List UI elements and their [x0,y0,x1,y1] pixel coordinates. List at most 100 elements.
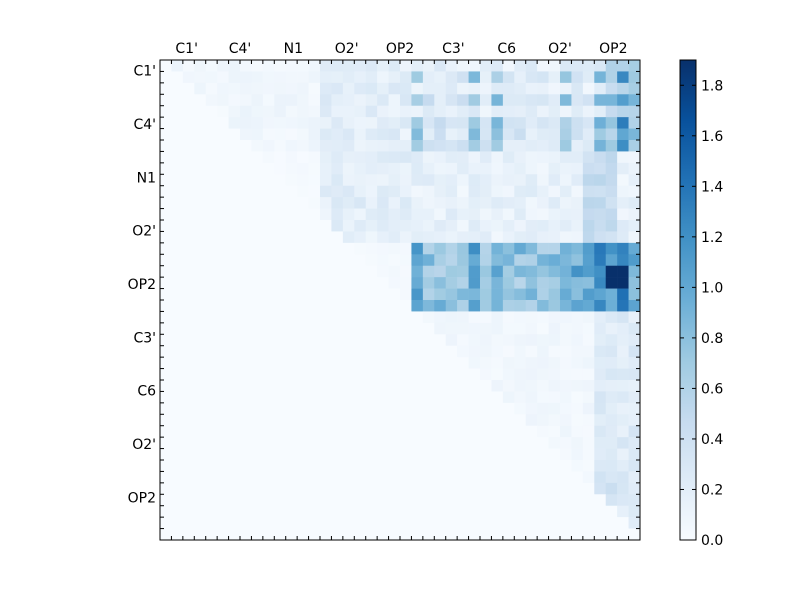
heatmap-cell [240,151,252,164]
heatmap-cell [182,300,195,312]
heatmap-cell [628,402,641,415]
heatmap-cell [365,288,378,301]
heatmap-cell [422,482,435,495]
heatmap-cell [491,208,504,221]
heatmap-cell [274,231,287,244]
heatmap-cell [182,220,195,232]
heatmap-cell [582,254,595,267]
heatmap-cell [365,414,378,427]
heatmap-cell [240,402,252,415]
heatmap-cell [548,117,561,129]
heatmap-cell [217,242,229,255]
heatmap-cell [251,494,264,507]
heatmap-cell [228,71,241,84]
heatmap-cell [308,265,321,278]
heatmap-cell [377,517,389,529]
heatmap-cell [160,242,172,255]
heatmap-cell [342,105,355,118]
heatmap-cell [548,242,561,255]
heatmap-cell [240,448,252,461]
heatmap-cell [502,82,515,95]
heatmap-cell [160,482,172,495]
heatmap-cell [582,105,595,118]
heatmap-cell [537,311,549,324]
heatmap-cell [320,300,332,312]
heatmap-cell [605,482,618,495]
heatmap-cell [171,334,184,347]
heatmap-cell [331,82,344,95]
heatmap-cell [434,517,447,529]
heatmap-cell [160,528,172,541]
heatmap-cell [457,140,469,152]
heatmap-cell [617,162,629,175]
heatmap-cell [388,151,401,164]
heatmap-cell [297,197,309,209]
heatmap-cell [582,60,595,72]
heatmap-cell [320,505,332,518]
heatmap-cell [228,151,241,164]
heatmap-cell [537,425,549,438]
heatmap-cell [571,391,584,404]
heatmap-cell [354,151,367,164]
colorbar-tick-label: 1.4 [701,179,723,195]
y-tick-label: O2' [132,437,156,453]
heatmap-cell [308,105,321,118]
heatmap-cell [457,322,469,335]
heatmap-cell [480,357,492,369]
heatmap-cell [628,197,641,209]
heatmap-cell [537,528,549,541]
heatmap-cell [377,162,389,175]
heatmap-cell [182,208,195,221]
heatmap-cell [434,162,447,175]
heatmap-cell [548,334,561,347]
heatmap-cell [240,528,252,541]
heatmap-cell [468,231,481,244]
heatmap-cell [594,357,607,369]
heatmap-cell [491,105,504,118]
heatmap-cell [571,60,584,72]
x-tick-label: N1 [284,41,303,57]
heatmap-cell [331,528,344,541]
heatmap-cell [297,357,309,369]
heatmap-cell [217,334,229,347]
heatmap-cell [342,357,355,369]
heatmap-cell [217,140,229,152]
heatmap-cell [560,300,572,312]
heatmap-cell [445,460,458,472]
heatmap-cell [205,162,218,175]
heatmap-cell [274,197,287,209]
heatmap-cell [537,140,549,152]
heatmap-cell [354,174,367,187]
heatmap-cell [445,345,458,358]
heatmap-cell [525,311,538,324]
heatmap-cell [354,162,367,175]
heatmap-cell [388,174,401,187]
heatmap-cell [194,380,207,392]
heatmap-cell [320,380,332,392]
heatmap-cell [514,505,527,518]
heatmap-cell [457,460,469,472]
heatmap-cell [445,82,458,95]
x-tick-label: OP2 [386,41,414,57]
heatmap-cell [468,288,481,301]
heatmap-cell [491,300,504,312]
heatmap-cell [605,185,618,198]
heatmap-cell [160,414,172,427]
heatmap-cell [571,128,584,141]
heatmap-cell [502,128,515,141]
heatmap-cell [491,517,504,529]
heatmap-cell [480,414,492,427]
heatmap-cell [605,425,618,438]
heatmap-cell [422,368,435,381]
heatmap-cell [377,71,389,84]
heatmap-cell [308,60,321,72]
heatmap-cell [560,277,572,289]
heatmap-cell [400,242,412,255]
heatmap-cell [377,82,389,95]
heatmap-cell [571,162,584,175]
heatmap-cell [297,288,309,301]
heatmap-cell [525,345,538,358]
heatmap-cell [308,357,321,369]
heatmap-cell [502,460,515,472]
heatmap-cell [194,311,207,324]
